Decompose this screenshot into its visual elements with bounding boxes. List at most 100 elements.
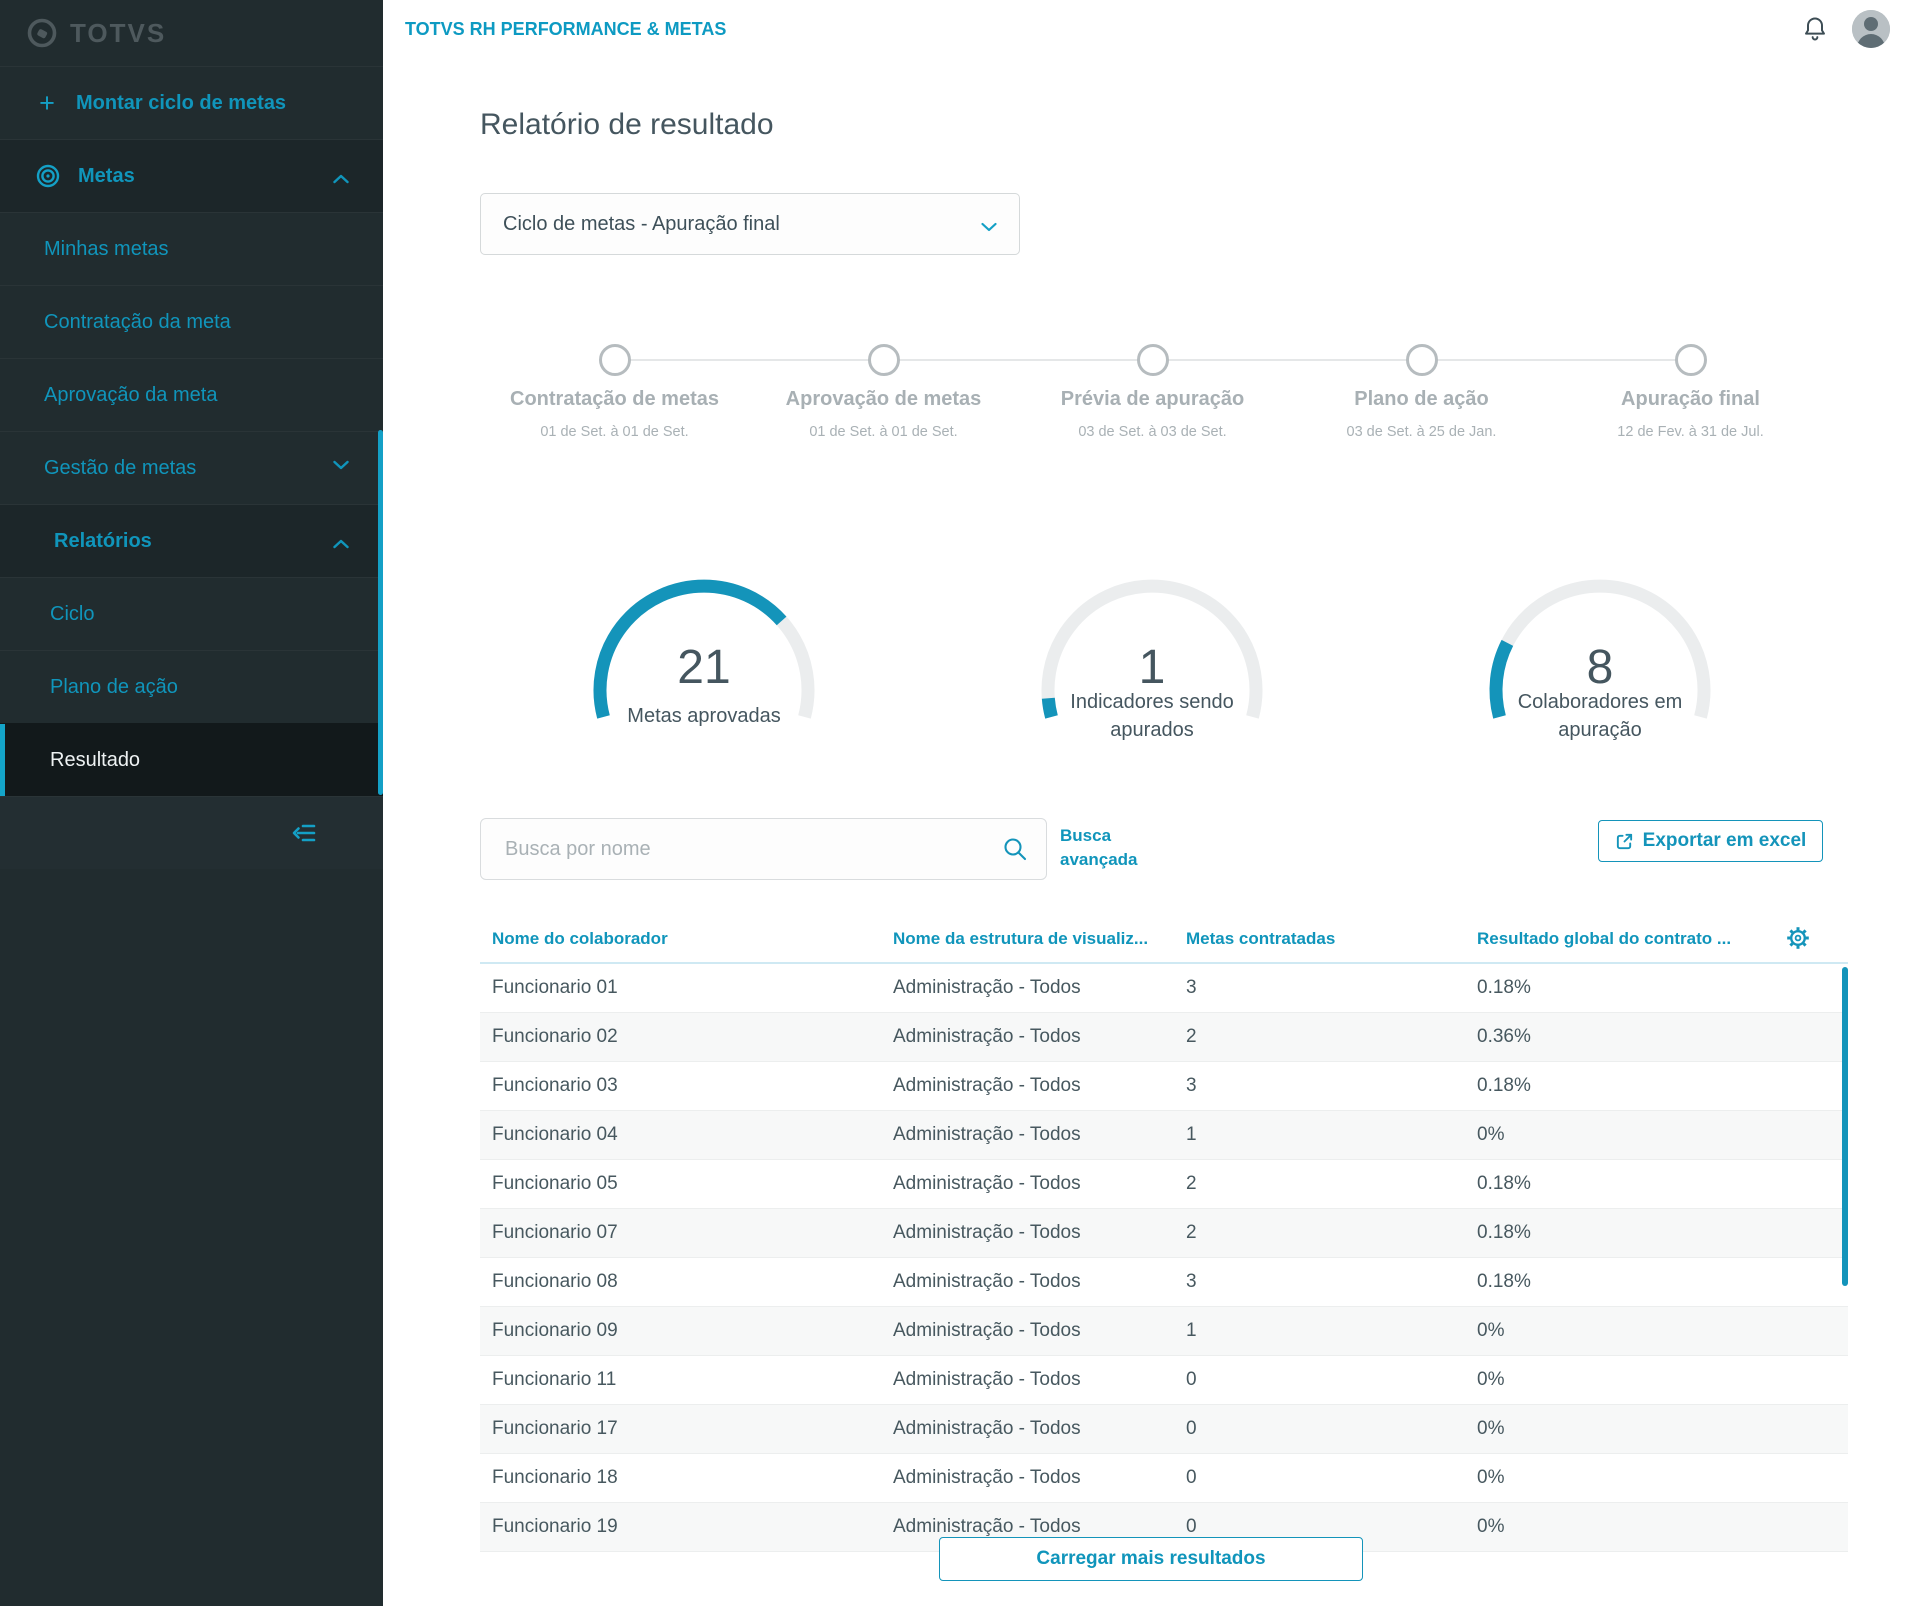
cycle-select[interactable]: Ciclo de metas - Apuração final [480,193,1020,255]
cell-colaborador: Funcionario 03 [480,1075,893,1097]
sidebar-item-gestao-de-metas[interactable]: Gestão de metas [0,431,383,504]
sidebar-collapse-row [0,796,383,869]
step-label: Plano de ação [1354,388,1489,411]
step-label: Contratação de metas [510,388,719,411]
sidebar-item-label: Plano de ação [50,676,178,699]
cell-resultado-global: 0% [1477,1369,1787,1391]
cell-metas-contratadas: 2 [1186,1173,1477,1195]
step-label: Prévia de apuração [1061,388,1244,411]
gauge-label: Indicadores sendo apurados [1037,687,1267,745]
sidebar-item-label: Ciclo [50,603,94,626]
export-excel-button[interactable]: Exportar em excel [1598,820,1823,862]
gauge: 8 Colaboradores em apuração [1376,569,1824,769]
table-row[interactable]: Funcionario 04 Administração - Todos 1 0… [480,1111,1848,1160]
bell-icon[interactable] [1801,15,1829,43]
sidebar-item-label: Resultado [50,749,140,772]
cell-resultado-global: 0.18% [1477,1075,1787,1097]
totvs-logo-icon [27,18,57,48]
table-column-header[interactable]: Nome do colaborador [480,929,893,949]
table-row[interactable]: Funcionario 03 Administração - Todos 3 0… [480,1062,1848,1111]
export-excel-label: Exportar em excel [1643,830,1807,852]
sidebar-item-plano-de-acao[interactable]: Plano de ação [0,650,383,723]
cell-colaborador: Funcionario 02 [480,1026,893,1048]
summary-gauges: 21 Metas aprovadas 1 Indicadores sendo a… [480,569,1825,769]
collapse-sidebar-icon[interactable] [291,822,317,844]
step-dates: 12 de Fev. à 31 de Jul. [1617,424,1763,440]
table-row[interactable]: Funcionario 08 Administração - Todos 3 0… [480,1258,1848,1307]
chevron-up-icon [333,171,349,181]
gear-icon[interactable] [1786,926,1810,950]
sidebar-item-resultado[interactable]: Resultado [0,723,383,796]
stepper-step: Aprovação de metas 01 de Set. à 01 de Se… [749,344,1018,440]
app-root: TOTVS + Montar ciclo de metas Metas Minh… [0,0,1920,1606]
search-icon[interactable] [1002,836,1028,862]
step-circle-icon [599,344,631,376]
sidebar-item-contratacao-da-meta[interactable]: Contratação da meta [0,285,383,358]
cell-colaborador: Funcionario 18 [480,1467,893,1489]
logo-text: TOTVS [70,18,166,49]
sidebar-logo: TOTVS [0,0,383,66]
sidebar-item-label: Metas [78,165,135,188]
table-row[interactable]: Funcionario 11 Administração - Todos 0 0… [480,1356,1848,1405]
cycle-stepper: Contratação de metas 01 de Set. à 01 de … [480,344,1825,454]
sidebar-item-label: Relatórios [54,530,152,553]
cell-metas-contratadas: 0 [1186,1418,1477,1440]
chevron-down-icon [333,463,349,473]
cell-estrutura: Administração - Todos [893,1271,1186,1293]
table-scrollbar[interactable] [1842,967,1848,1286]
step-circle-icon [1137,344,1169,376]
sidebar-item-ciclo[interactable]: Ciclo [0,577,383,650]
table-row[interactable]: Funcionario 05 Administração - Todos 2 0… [480,1160,1848,1209]
table-row[interactable]: Funcionario 01 Administração - Todos 3 0… [480,964,1848,1013]
cell-estrutura: Administração - Todos [893,1418,1186,1440]
cell-resultado-global: 0.18% [1477,977,1787,999]
sidebar-item-montar-ciclo-de-metas[interactable]: + Montar ciclo de metas [0,66,383,139]
step-dates: 03 de Set. à 03 de Set. [1078,424,1226,440]
cell-colaborador: Funcionario 09 [480,1320,893,1342]
cell-resultado-global: 0% [1477,1418,1787,1440]
step-dates: 01 de Set. à 01 de Set. [540,424,688,440]
sidebar-item-label: Aprovação da meta [44,384,217,407]
sidebar-item-label: Gestão de metas [44,457,196,480]
sidebar-item-aprovacao-da-meta[interactable]: Aprovação da meta [0,358,383,431]
sidebar-item-minhas-metas[interactable]: Minhas metas [0,212,383,285]
table-row[interactable]: Funcionario 17 Administração - Todos 0 0… [480,1405,1848,1454]
table-row[interactable]: Funcionario 09 Administração - Todos 1 0… [480,1307,1848,1356]
cell-metas-contratadas: 3 [1186,1271,1477,1293]
cell-colaborador: Funcionario 08 [480,1271,893,1293]
cell-colaborador: Funcionario 07 [480,1222,893,1244]
sidebar-item-metas[interactable]: Metas [0,139,383,212]
step-circle-icon [1675,344,1707,376]
cell-estrutura: Administração - Todos [893,1026,1186,1048]
cell-resultado-global: 0.36% [1477,1026,1787,1048]
cell-resultado-global: 0% [1477,1467,1787,1489]
sidebar-item-label: Montar ciclo de metas [76,92,286,115]
table-header: Nome do colaboradorNome da estrutura de … [480,929,1848,964]
cell-colaborador: Funcionario 19 [480,1516,893,1538]
table-column-header[interactable]: Resultado global do contrato ... [1477,929,1787,949]
table-column-header[interactable]: Nome da estrutura de visualiz... [893,929,1186,949]
step-circle-icon [868,344,900,376]
sidebar-item-label: Minhas metas [44,238,169,261]
table-row[interactable]: Funcionario 02 Administração - Todos 2 0… [480,1013,1848,1062]
cell-metas-contratadas: 0 [1186,1467,1477,1489]
cell-estrutura: Administração - Todos [893,1320,1186,1342]
cell-metas-contratadas: 0 [1186,1516,1477,1538]
app-title: TOTVS RH PERFORMANCE & METAS [405,19,726,40]
cell-metas-contratadas: 3 [1186,1075,1477,1097]
sidebar-item-relatorios[interactable]: Relatórios [0,504,383,577]
table-row[interactable]: Funcionario 07 Administração - Todos 2 0… [480,1209,1848,1258]
cell-resultado-global: 0% [1477,1516,1787,1538]
load-more-button[interactable]: Carregar mais resultados [939,1537,1363,1581]
table-column-header[interactable]: Metas contratadas [1186,929,1477,949]
gauge: 21 Metas aprovadas [480,569,928,769]
table-row[interactable]: Funcionario 18 Administração - Todos 0 0… [480,1454,1848,1503]
cell-estrutura: Administração - Todos [893,1222,1186,1244]
step-circle-icon [1406,344,1438,376]
cell-estrutura: Administração - Todos [893,1075,1186,1097]
avatar[interactable] [1852,10,1890,48]
advanced-search-link[interactable]: Busca avançada [1060,824,1160,872]
cell-colaborador: Funcionario 01 [480,977,893,999]
gauge-label: Colaboradores em apuração [1485,687,1715,745]
search-input[interactable] [503,837,1002,862]
